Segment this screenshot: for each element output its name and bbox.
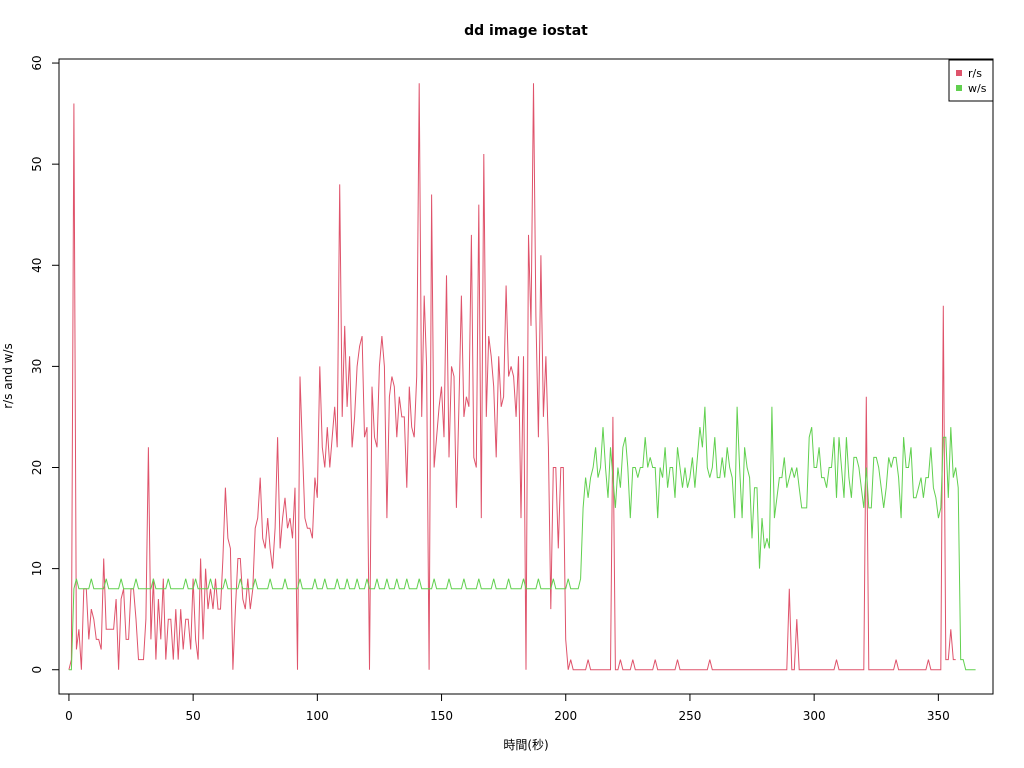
y-tick-label: 10 [30, 561, 44, 576]
y-axis-label: r/s and w/s [1, 343, 15, 409]
chart-title: dd image iostat [464, 23, 588, 39]
x-tick-label: 150 [430, 709, 453, 723]
x-tick-label: 0 [65, 709, 73, 723]
y-tick-label: 50 [30, 157, 44, 172]
x-axis-label: 時間(秒) [503, 738, 548, 752]
legend-label-w: w/s [968, 82, 987, 95]
y-tick-label: 60 [30, 55, 44, 70]
x-tick-label: 250 [678, 709, 701, 723]
y-tick-label: 30 [30, 359, 44, 374]
series-line-r [68, 83, 956, 671]
x-tick-label: 200 [554, 709, 577, 723]
legend: r/s w/s [948, 59, 994, 102]
legend-box [948, 59, 994, 102]
series-layer [68, 83, 976, 671]
y-tick-label: 40 [30, 258, 44, 273]
x-tick-label: 50 [185, 709, 200, 723]
x-tick-label: 350 [927, 709, 950, 723]
series-line-w [68, 406, 976, 671]
x-tick-label: 100 [306, 709, 329, 723]
legend-label-r: r/s [968, 67, 982, 80]
x-tick-label: 300 [803, 709, 826, 723]
y-tick-label: 0 [30, 666, 44, 674]
y-axis: 0 10 20 30 40 50 60 [30, 55, 60, 674]
legend-swatch-r [956, 70, 962, 76]
y-tick-label: 20 [30, 460, 44, 475]
x-axis: 0 50 100 150 200 250 300 350 [65, 693, 950, 723]
legend-swatch-w [956, 85, 962, 91]
